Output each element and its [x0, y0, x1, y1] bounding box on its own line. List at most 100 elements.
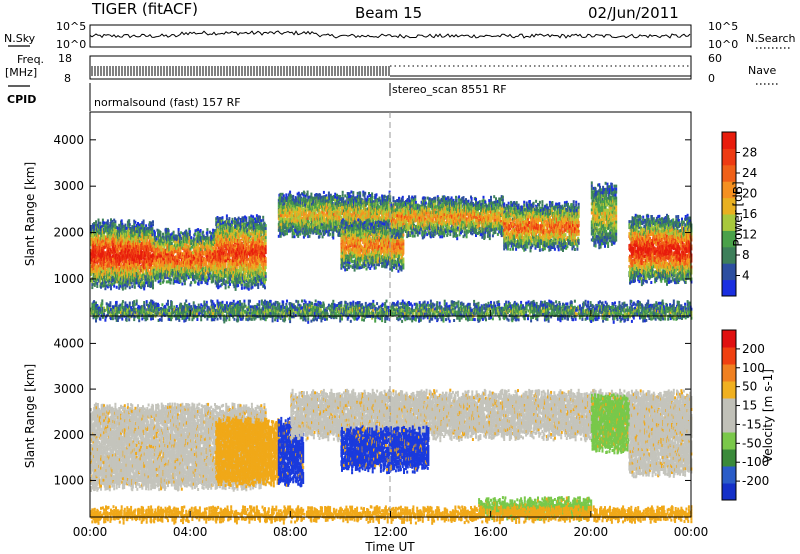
heatmap-cell [305, 226, 307, 229]
heatmap-cell [109, 269, 111, 272]
heatmap-cell [228, 217, 230, 220]
freq-right-label: Nave [748, 64, 776, 77]
heatmap-cell [264, 286, 266, 289]
heatmap-cell [206, 231, 208, 234]
heatmap-cell [265, 239, 267, 242]
heatmap-cell [254, 284, 256, 287]
heatmap-cell [280, 202, 282, 205]
heatmap-cell [265, 227, 267, 230]
heatmap-cell [262, 216, 264, 219]
heatmap-cell [176, 280, 178, 283]
heatmap-cell [238, 259, 240, 262]
heatmap-cell [162, 233, 164, 236]
heatmap-cell [224, 257, 226, 260]
heatmap-cell [299, 194, 301, 197]
beam-title: Beam 15 [355, 4, 422, 22]
heatmap-cell [292, 235, 294, 238]
noise-left-top: 10^5 [56, 20, 86, 33]
heatmap-cell [134, 221, 136, 224]
heatmap-cell [189, 233, 191, 236]
heatmap-cell [297, 235, 299, 238]
heatmap-cell [129, 223, 131, 226]
heatmap-cell [225, 286, 227, 289]
heatmap-cell [265, 236, 267, 239]
heatmap-cell [252, 218, 254, 221]
freq-left-label-1: Freq. [17, 53, 44, 66]
heatmap-cell [190, 236, 192, 239]
heatmap-cell [166, 250, 168, 253]
noise-right-top: 10^5 [708, 20, 738, 33]
heatmap-cell [156, 238, 158, 241]
heatmap-cell [256, 214, 258, 217]
heatmap-cell [174, 280, 176, 283]
heatmap-cell [299, 233, 301, 236]
heatmap-cell [226, 217, 228, 220]
heatmap-cell [228, 256, 230, 259]
heatmap-cell [201, 281, 203, 284]
heatmap-cell [117, 266, 119, 269]
heatmap-cell [146, 272, 148, 275]
heatmap-cell [148, 251, 150, 254]
heatmap-cell [189, 230, 191, 233]
heatmap-cell [152, 220, 154, 223]
heatmap-cell [143, 223, 145, 226]
heatmap-cell [144, 284, 146, 287]
heatmap-cell [166, 280, 168, 283]
heatmap-cell [200, 229, 202, 232]
heatmap-cell [217, 223, 219, 226]
noise-left-bottom: 10^0 [56, 38, 86, 51]
heatmap-cell [129, 286, 131, 289]
heatmap-cell [241, 287, 243, 290]
heatmap-cell [145, 224, 147, 227]
heatmap-cell [111, 283, 113, 286]
heatmap-cell [215, 258, 217, 261]
freq-left-label-2: [MHz] [5, 66, 37, 79]
heatmap-cell [212, 229, 214, 232]
heatmap-cell [219, 217, 221, 220]
heatmap-cell [280, 193, 282, 196]
heatmap-cell [259, 216, 261, 219]
heatmap-cell [180, 231, 182, 234]
heatmap-cell [107, 219, 109, 222]
heatmap-cell [183, 276, 185, 279]
heatmap-cell [304, 192, 306, 195]
heatmap-cell [265, 251, 267, 254]
heatmap-cell [265, 272, 267, 275]
heatmap-cell [289, 191, 291, 194]
heatmap-cell [257, 286, 259, 289]
heatmap-cell [248, 288, 250, 291]
heatmap-cell [122, 288, 124, 291]
heatmap-cell [152, 223, 154, 226]
noise-sky-series [90, 31, 690, 38]
freq-right-top: 60 [708, 52, 722, 65]
heatmap-cell [248, 285, 250, 288]
heatmap-cell [255, 220, 257, 223]
heatmap-cell [131, 285, 133, 288]
heatmap-cell [109, 240, 111, 243]
noise-right-bottom: 10^0 [708, 38, 738, 51]
heatmap-cell [250, 215, 252, 218]
heatmap-cell [156, 262, 158, 265]
freq-right-bottom: 0 [708, 72, 715, 85]
heatmap-cell [126, 227, 128, 230]
heatmap-cell [222, 216, 224, 219]
heatmap-cell [104, 287, 106, 290]
heatmap-cell [234, 220, 236, 223]
heatmap-cell [262, 219, 264, 222]
heatmap-cell [280, 235, 282, 238]
heatmap-cell [136, 233, 138, 236]
heatmap-cell [160, 279, 162, 282]
heatmap-cell [310, 193, 312, 196]
heatmap-cell [234, 217, 236, 220]
heatmap-cell [229, 283, 231, 286]
heatmap-cell [255, 253, 257, 256]
heatmap-cell [122, 285, 124, 288]
heatmap-cell [195, 280, 197, 283]
heatmap-cell [265, 242, 267, 245]
heatmap-cell [226, 214, 228, 217]
heatmap-cell [265, 233, 267, 236]
heatmap-cell [197, 231, 199, 234]
noise-right-label: N.Search [746, 32, 796, 45]
heatmap-cell [152, 286, 154, 289]
heatmap-cell [225, 283, 227, 286]
